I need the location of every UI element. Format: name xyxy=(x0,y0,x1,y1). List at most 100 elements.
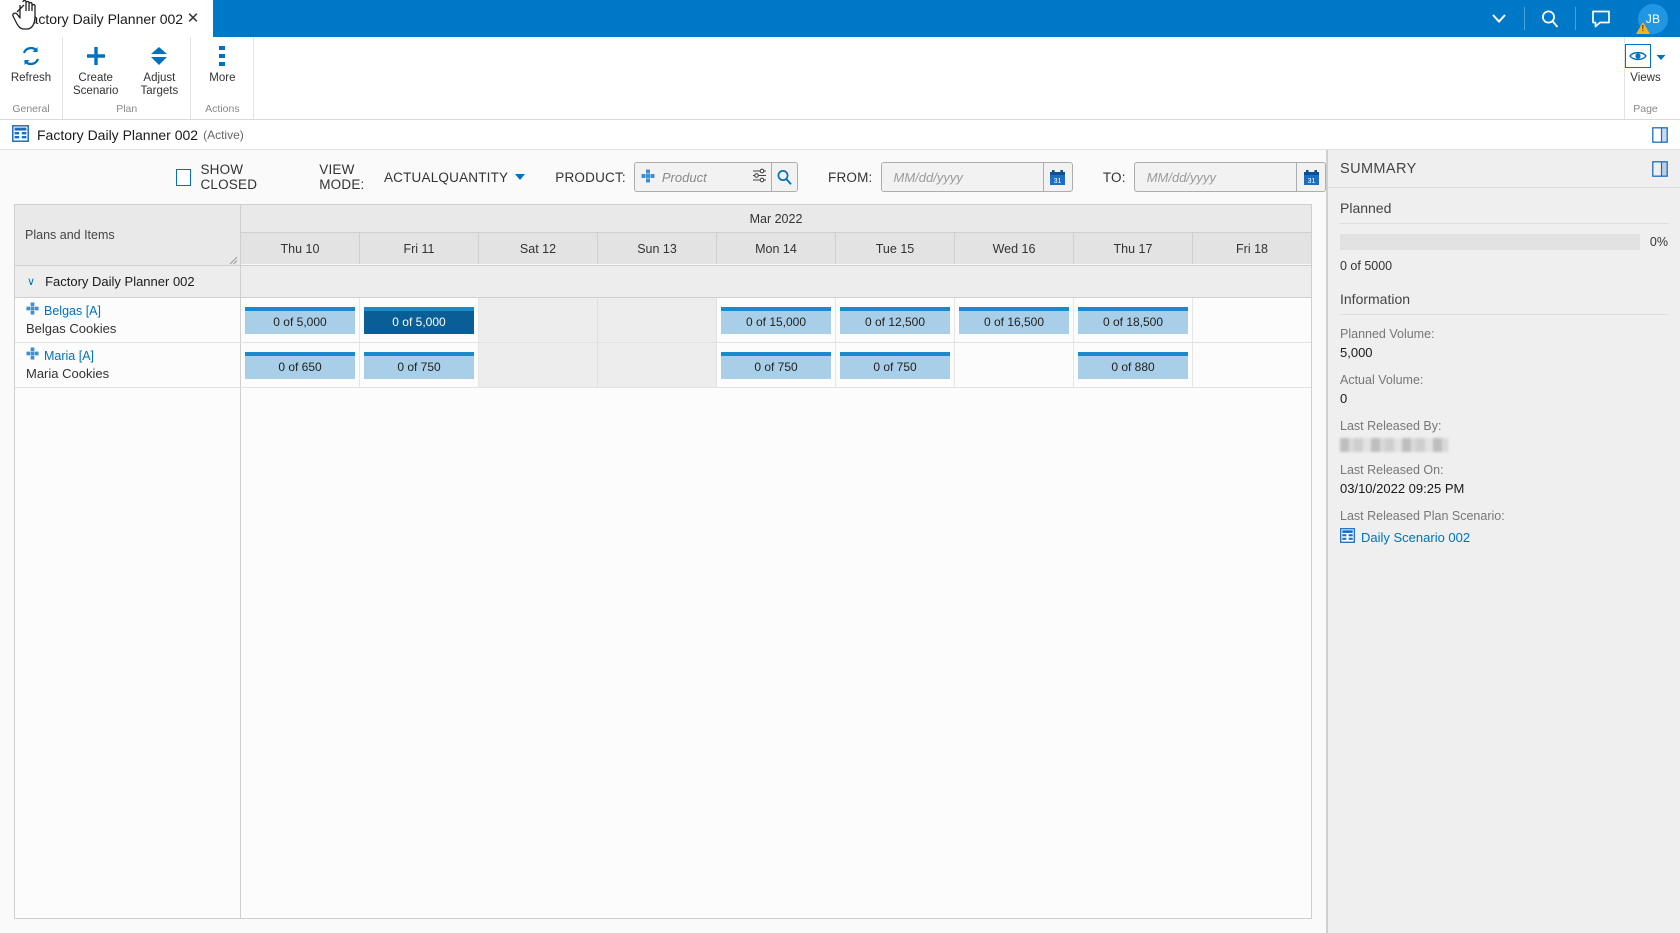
grid-day-header[interactable]: Thu 10 xyxy=(241,233,360,264)
plan-icon xyxy=(1340,528,1355,546)
grid-cell-slot-weekend[interactable] xyxy=(598,343,717,387)
table-row[interactable]: Belgas [A] Belgas Cookies 0 of 5,000 xyxy=(15,298,1311,343)
chevron-down-icon[interactable]: ∨ xyxy=(27,276,36,288)
divider xyxy=(1524,7,1525,30)
create-scenario-label-2: Scenario xyxy=(73,84,119,97)
view-mode-label: VIEW MODE: xyxy=(319,162,365,192)
chevron-down-icon[interactable] xyxy=(1656,49,1666,64)
grid-cell-slot[interactable] xyxy=(1193,298,1311,342)
app-tab[interactable]: Factory Daily Planner 002 ✕ xyxy=(0,0,214,37)
progress-bar-track xyxy=(1340,234,1640,250)
grid-group-row[interactable]: ∨ Factory Daily Planner 002 xyxy=(15,265,1311,298)
chat-icon[interactable] xyxy=(1576,0,1626,37)
task-cell-bar xyxy=(959,306,1069,311)
grid-group-left[interactable]: ∨ Factory Daily Planner 002 xyxy=(15,266,241,297)
ribbon-group-label-plan: Plan xyxy=(116,103,138,115)
task-cell-selected[interactable]: 0 of 5,000 xyxy=(364,306,474,334)
task-cell-value: 0 of 880 xyxy=(1078,355,1188,379)
info-field-planned-volume: Planned Volume: 5,000 xyxy=(1340,325,1668,362)
task-cell[interactable]: 0 of 18,500 xyxy=(1078,306,1188,334)
chevron-down-icon[interactable] xyxy=(1474,0,1524,37)
task-cell[interactable]: 0 of 650 xyxy=(245,351,355,379)
info-label: Last Released By: xyxy=(1340,419,1442,433)
grid-day-header[interactable]: Sat 12 xyxy=(479,233,598,264)
grid-day-header[interactable]: Tue 15 xyxy=(836,233,955,264)
task-cell[interactable]: 0 of 880 xyxy=(1078,351,1188,379)
item-link[interactable]: Maria [A] xyxy=(26,347,240,364)
from-date-field[interactable] xyxy=(880,162,1044,192)
grid-empty-area xyxy=(15,388,1311,918)
to-date-input[interactable] xyxy=(1144,168,1297,186)
task-cell[interactable]: 0 of 15,000 xyxy=(721,306,831,334)
scenario-link[interactable]: Daily Scenario 002 xyxy=(1340,528,1668,546)
grid-day-header[interactable]: Sun 13 xyxy=(598,233,717,264)
more-label: More xyxy=(209,72,236,84)
grid-item-info: Belgas [A] Belgas Cookies xyxy=(15,298,241,342)
grid-cell-slot[interactable]: 0 of 750 xyxy=(717,343,836,387)
product-input[interactable] xyxy=(659,168,752,186)
column-resize-handle[interactable] xyxy=(229,254,238,265)
view-mode-dropdown[interactable]: VIEW MODE: ACTUALQUANTITY xyxy=(319,162,526,192)
refresh-button[interactable]: Refresh xyxy=(0,43,62,85)
from-calendar-button[interactable]: 31 xyxy=(1043,162,1073,192)
product-lookup[interactable] xyxy=(633,162,771,192)
task-cell-value: 0 of 15,000 xyxy=(721,310,831,334)
task-cell[interactable]: 0 of 750 xyxy=(721,351,831,379)
eye-icon xyxy=(1625,44,1651,68)
grid-cell-slot[interactable] xyxy=(1193,343,1311,387)
create-scenario-label-1: Create xyxy=(78,72,113,84)
grid-cell-slot[interactable]: 0 of 5,000 xyxy=(241,298,360,342)
grid-day-header[interactable]: Fri 11 xyxy=(360,233,479,264)
grid-header-plans-items-label: Plans and Items xyxy=(25,228,115,242)
expand-panel-icon[interactable] xyxy=(1652,160,1668,177)
task-cell[interactable]: 0 of 12,500 xyxy=(840,306,950,334)
grid-cell-slot[interactable]: 0 of 12,500 xyxy=(836,298,955,342)
adjust-targets-button[interactable]: Adjust Targets xyxy=(128,43,190,97)
grid-day-header[interactable]: Fri 18 xyxy=(1193,233,1311,264)
task-cell[interactable]: 0 of 5,000 xyxy=(245,306,355,334)
to-date-field[interactable] xyxy=(1133,162,1297,192)
warning-badge-icon xyxy=(1636,22,1650,34)
ribbon-group-page: Views Page xyxy=(1624,37,1680,119)
grid-cell-slot-weekend[interactable] xyxy=(598,298,717,342)
table-row[interactable]: Maria [A] Maria Cookies 0 of 650 xyxy=(15,343,1311,388)
avatar[interactable]: JB xyxy=(1626,0,1680,37)
product-search-button[interactable] xyxy=(770,162,798,192)
info-value-redacted xyxy=(1340,438,1448,452)
expand-panel-icon[interactable] xyxy=(1652,126,1668,143)
more-button[interactable]: More xyxy=(191,43,253,85)
filter-bar: SHOW CLOSED VIEW MODE: ACTUALQUANTITY PR… xyxy=(0,150,1327,204)
grid-rows: ∨ Factory Daily Planner 002 xyxy=(15,265,1311,918)
grid-cell-slot[interactable]: 0 of 16,500 xyxy=(955,298,1074,342)
grid-day-header[interactable]: Mon 14 xyxy=(717,233,836,264)
item-link[interactable]: Belgas [A] xyxy=(26,302,240,319)
to-calendar-button[interactable]: 31 xyxy=(1296,162,1327,192)
grid-cell-slot[interactable]: 0 of 880 xyxy=(1074,343,1193,387)
grid-cell-slot[interactable]: 0 of 18,500 xyxy=(1074,298,1193,342)
search-icon[interactable] xyxy=(1525,0,1575,37)
grid-cell-slot-weekend[interactable] xyxy=(479,298,598,342)
from-date-input[interactable] xyxy=(891,168,1044,186)
task-cell[interactable]: 0 of 750 xyxy=(364,351,474,379)
create-scenario-button[interactable]: Create Scenario xyxy=(63,43,128,97)
grid-day-header[interactable]: Wed 16 xyxy=(955,233,1074,264)
show-closed-checkbox[interactable] xyxy=(176,168,192,186)
grid-cell-slot[interactable]: 0 of 750 xyxy=(360,343,479,387)
views-button[interactable] xyxy=(1625,43,1666,69)
grid-cell-slot[interactable] xyxy=(955,343,1074,387)
grid-cell-slot[interactable]: 0 of 750 xyxy=(836,343,955,387)
grid-month-label: Mar 2022 xyxy=(241,205,1311,233)
task-cell[interactable]: 0 of 16,500 xyxy=(959,306,1069,334)
filter-sliders-icon[interactable] xyxy=(752,168,767,186)
grid-cell-slot[interactable]: 0 of 5,000 xyxy=(360,298,479,342)
grid-cell-slot[interactable]: 0 of 650 xyxy=(241,343,360,387)
task-cell[interactable]: 0 of 750 xyxy=(840,351,950,379)
info-label: Last Released Plan Scenario: xyxy=(1340,509,1505,523)
close-icon[interactable]: ✕ xyxy=(186,10,200,27)
from-label: FROM: xyxy=(828,169,873,185)
ribbon-group-label-page: Page xyxy=(1633,103,1658,115)
grid-cell-slot-weekend[interactable] xyxy=(479,343,598,387)
grid-day-header[interactable]: Thu 17 xyxy=(1074,233,1193,264)
svg-text:31: 31 xyxy=(1307,178,1315,185)
grid-cell-slot[interactable]: 0 of 15,000 xyxy=(717,298,836,342)
